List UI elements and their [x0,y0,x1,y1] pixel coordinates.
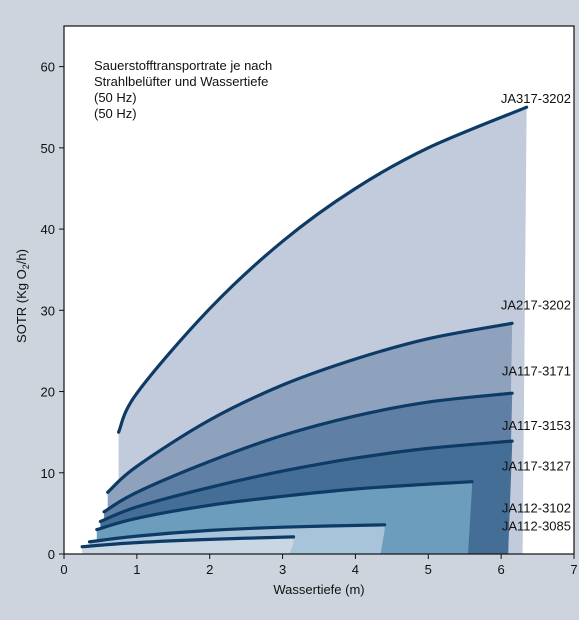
series-line-1 [87,523,387,544]
series-label-0: JA112-3085 [502,519,571,534]
y-tick-label-5: 50 [41,141,55,156]
x-tick-label-1: 1 [133,562,140,577]
series-fills [82,107,527,554]
series-line-0 [80,535,296,549]
x-tick-label-7: 7 [570,562,577,577]
y-tick-label-1: 10 [41,466,55,481]
y-axis-label-end: /h) [14,249,29,264]
series-line-5 [106,321,514,494]
series-label-2: JA117-3127 [502,458,571,473]
x-tick-label-2: 2 [206,562,213,577]
axes: 0 1 2 3 4 5 6 7 0 10 20 30 40 50 60 [41,25,578,577]
y-tick-label-0: 0 [48,547,55,562]
chart-title-line-1: Sauerstofftransportrate je nach [94,58,272,73]
x-tick-label-0: 0 [60,562,67,577]
y-tick-label-4: 40 [41,222,55,237]
x-tick-label-5: 5 [425,562,432,577]
series-label-3: JA117-3153 [502,418,571,433]
series-label-5: JA217-3202 [501,298,571,313]
series-label-6: JA317-3202 [501,91,571,106]
x-tick-label-4: 4 [352,562,359,577]
y-tick-label-3: 30 [41,303,55,318]
y-tick-label-6: 60 [41,60,55,75]
x-tick-label-6: 6 [498,562,505,577]
series-line-4 [102,391,514,514]
series-line-3 [98,439,514,524]
series-line-2 [95,480,474,532]
series-labels: JA112-3085 JA112-3102 JA117-3127 JA117-3153… [501,91,571,533]
chart-title-line-4: (50 Hz) [94,106,137,121]
series-line-6 [117,105,529,434]
y-tick-label-2: 20 [41,385,55,400]
y-axis-label-main: SOTR (Kg O [14,269,29,343]
chart-title-line-2: Strahlbelüfter und Wassertiefe [94,74,268,89]
x-tick-label-3: 3 [279,562,286,577]
series-label-1: JA112-3102 [502,501,571,516]
y-axis-label: SOTR (Kg O2/h) [14,249,31,343]
series-lines [80,105,529,549]
x-axis-label: Wassertiefe (m) [273,582,364,597]
series-label-4: JA117-3171 [502,363,571,378]
y-axis-label-sub: 2 [21,264,31,269]
chart-title-line-3: (50 Hz) [94,90,137,105]
series-fill-6 [82,536,294,554]
plot-frame [63,25,575,555]
